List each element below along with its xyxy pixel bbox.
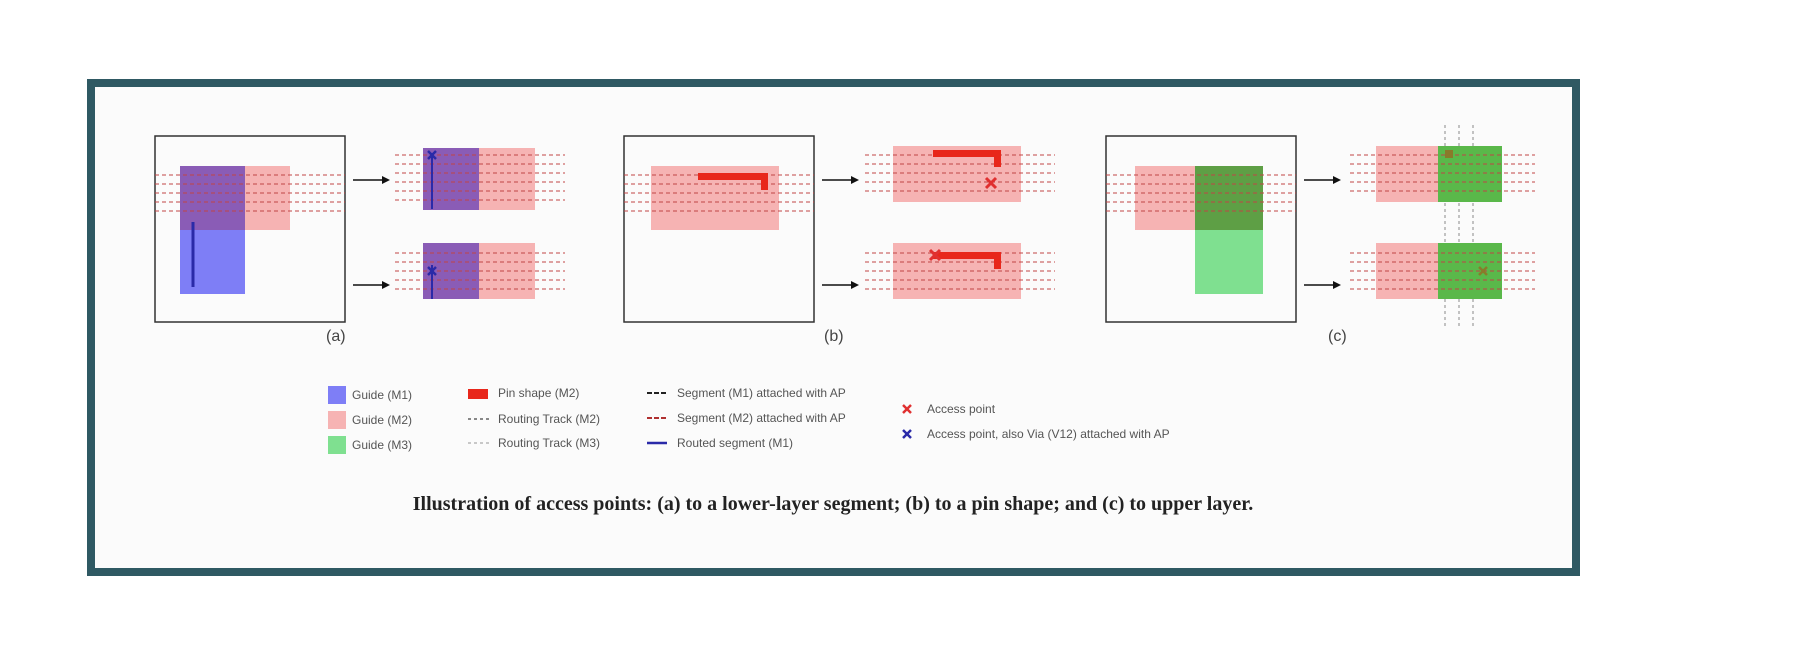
legend-access-point: Access point [927, 402, 996, 416]
arrow-c-bottom-head [1333, 281, 1341, 289]
panel-b-result-top [865, 146, 1055, 202]
arrow-c-top-head [1333, 176, 1341, 184]
panel-c-result-bottom [1350, 243, 1535, 299]
panel-a-result-top [395, 148, 565, 210]
arrow-a-bottom-head [382, 281, 390, 289]
access-point-icon [1478, 266, 1488, 276]
legend-segment-m1: Segment (M1) attached with AP [677, 386, 846, 400]
panel-a-label: (a) [326, 328, 346, 345]
panel-b-label: (b) [824, 328, 844, 345]
legend-guide-m3: Guide (M3) [352, 438, 412, 452]
guide-m1 [180, 230, 245, 294]
routing-tracks-m2 [155, 174, 345, 212]
panel-c: (c) [1105, 125, 1535, 345]
arrow-b-top-head [851, 176, 859, 184]
legend-access-point-icon [902, 404, 912, 414]
figure-frame: (a) [87, 79, 1580, 576]
guide-m1-m2-overlap [180, 166, 245, 230]
via-access-point-icon [427, 150, 437, 160]
via-access-point-icon [427, 266, 437, 276]
panel-c-label: (c) [1328, 328, 1347, 345]
legend-guide-m1: Guide (M1) [352, 388, 412, 402]
legend-swatch-pin-shape [468, 389, 488, 399]
legend-swatch-guide-m3 [328, 436, 346, 454]
panel-b-result-bottom [865, 243, 1055, 299]
access-point-figure: (a) [154, 125, 1535, 515]
legend-via-access-point: Access point, also Via (V12) attached wi… [927, 427, 1170, 441]
panel-c-cell [1105, 135, 1297, 323]
legend-segment-m2: Segment (M2) attached with AP [677, 411, 846, 425]
guide-m3 [1195, 230, 1263, 294]
guide-m2-m3-overlap [1195, 166, 1263, 230]
panel-a: (a) [154, 135, 565, 345]
panel-a-cell [154, 135, 346, 323]
legend-swatch-guide-m2 [328, 411, 346, 429]
arrow-b-bottom-head [851, 281, 859, 289]
legend-swatch-guide-m1 [328, 386, 346, 404]
panel-c-result-top [1350, 146, 1535, 202]
legend-track-m2: Routing Track (M2) [498, 412, 600, 426]
pin-shape [698, 173, 768, 190]
figure-caption: Illustration of access points: (a) to a … [413, 493, 1254, 515]
access-point-icon [1445, 150, 1453, 158]
panel-a-result-bottom [395, 243, 565, 299]
legend: Guide (M1) Guide (M2) Guide (M3) Pin sha… [328, 386, 1170, 454]
arrow-a-top-head [382, 176, 390, 184]
panel-b: (b) [623, 135, 1055, 345]
legend-pin-shape: Pin shape (M2) [498, 386, 579, 400]
panel-b-cell [623, 135, 815, 323]
legend-guide-m2: Guide (M2) [352, 413, 412, 427]
legend-track-m3: Routing Track (M3) [498, 436, 600, 450]
access-point-icon [984, 176, 998, 190]
access-point-icon [928, 248, 942, 262]
legend-via-access-point-icon [902, 429, 912, 439]
legend-routed-m1: Routed segment (M1) [677, 436, 793, 450]
routing-tracks-m2 [1106, 174, 1296, 212]
